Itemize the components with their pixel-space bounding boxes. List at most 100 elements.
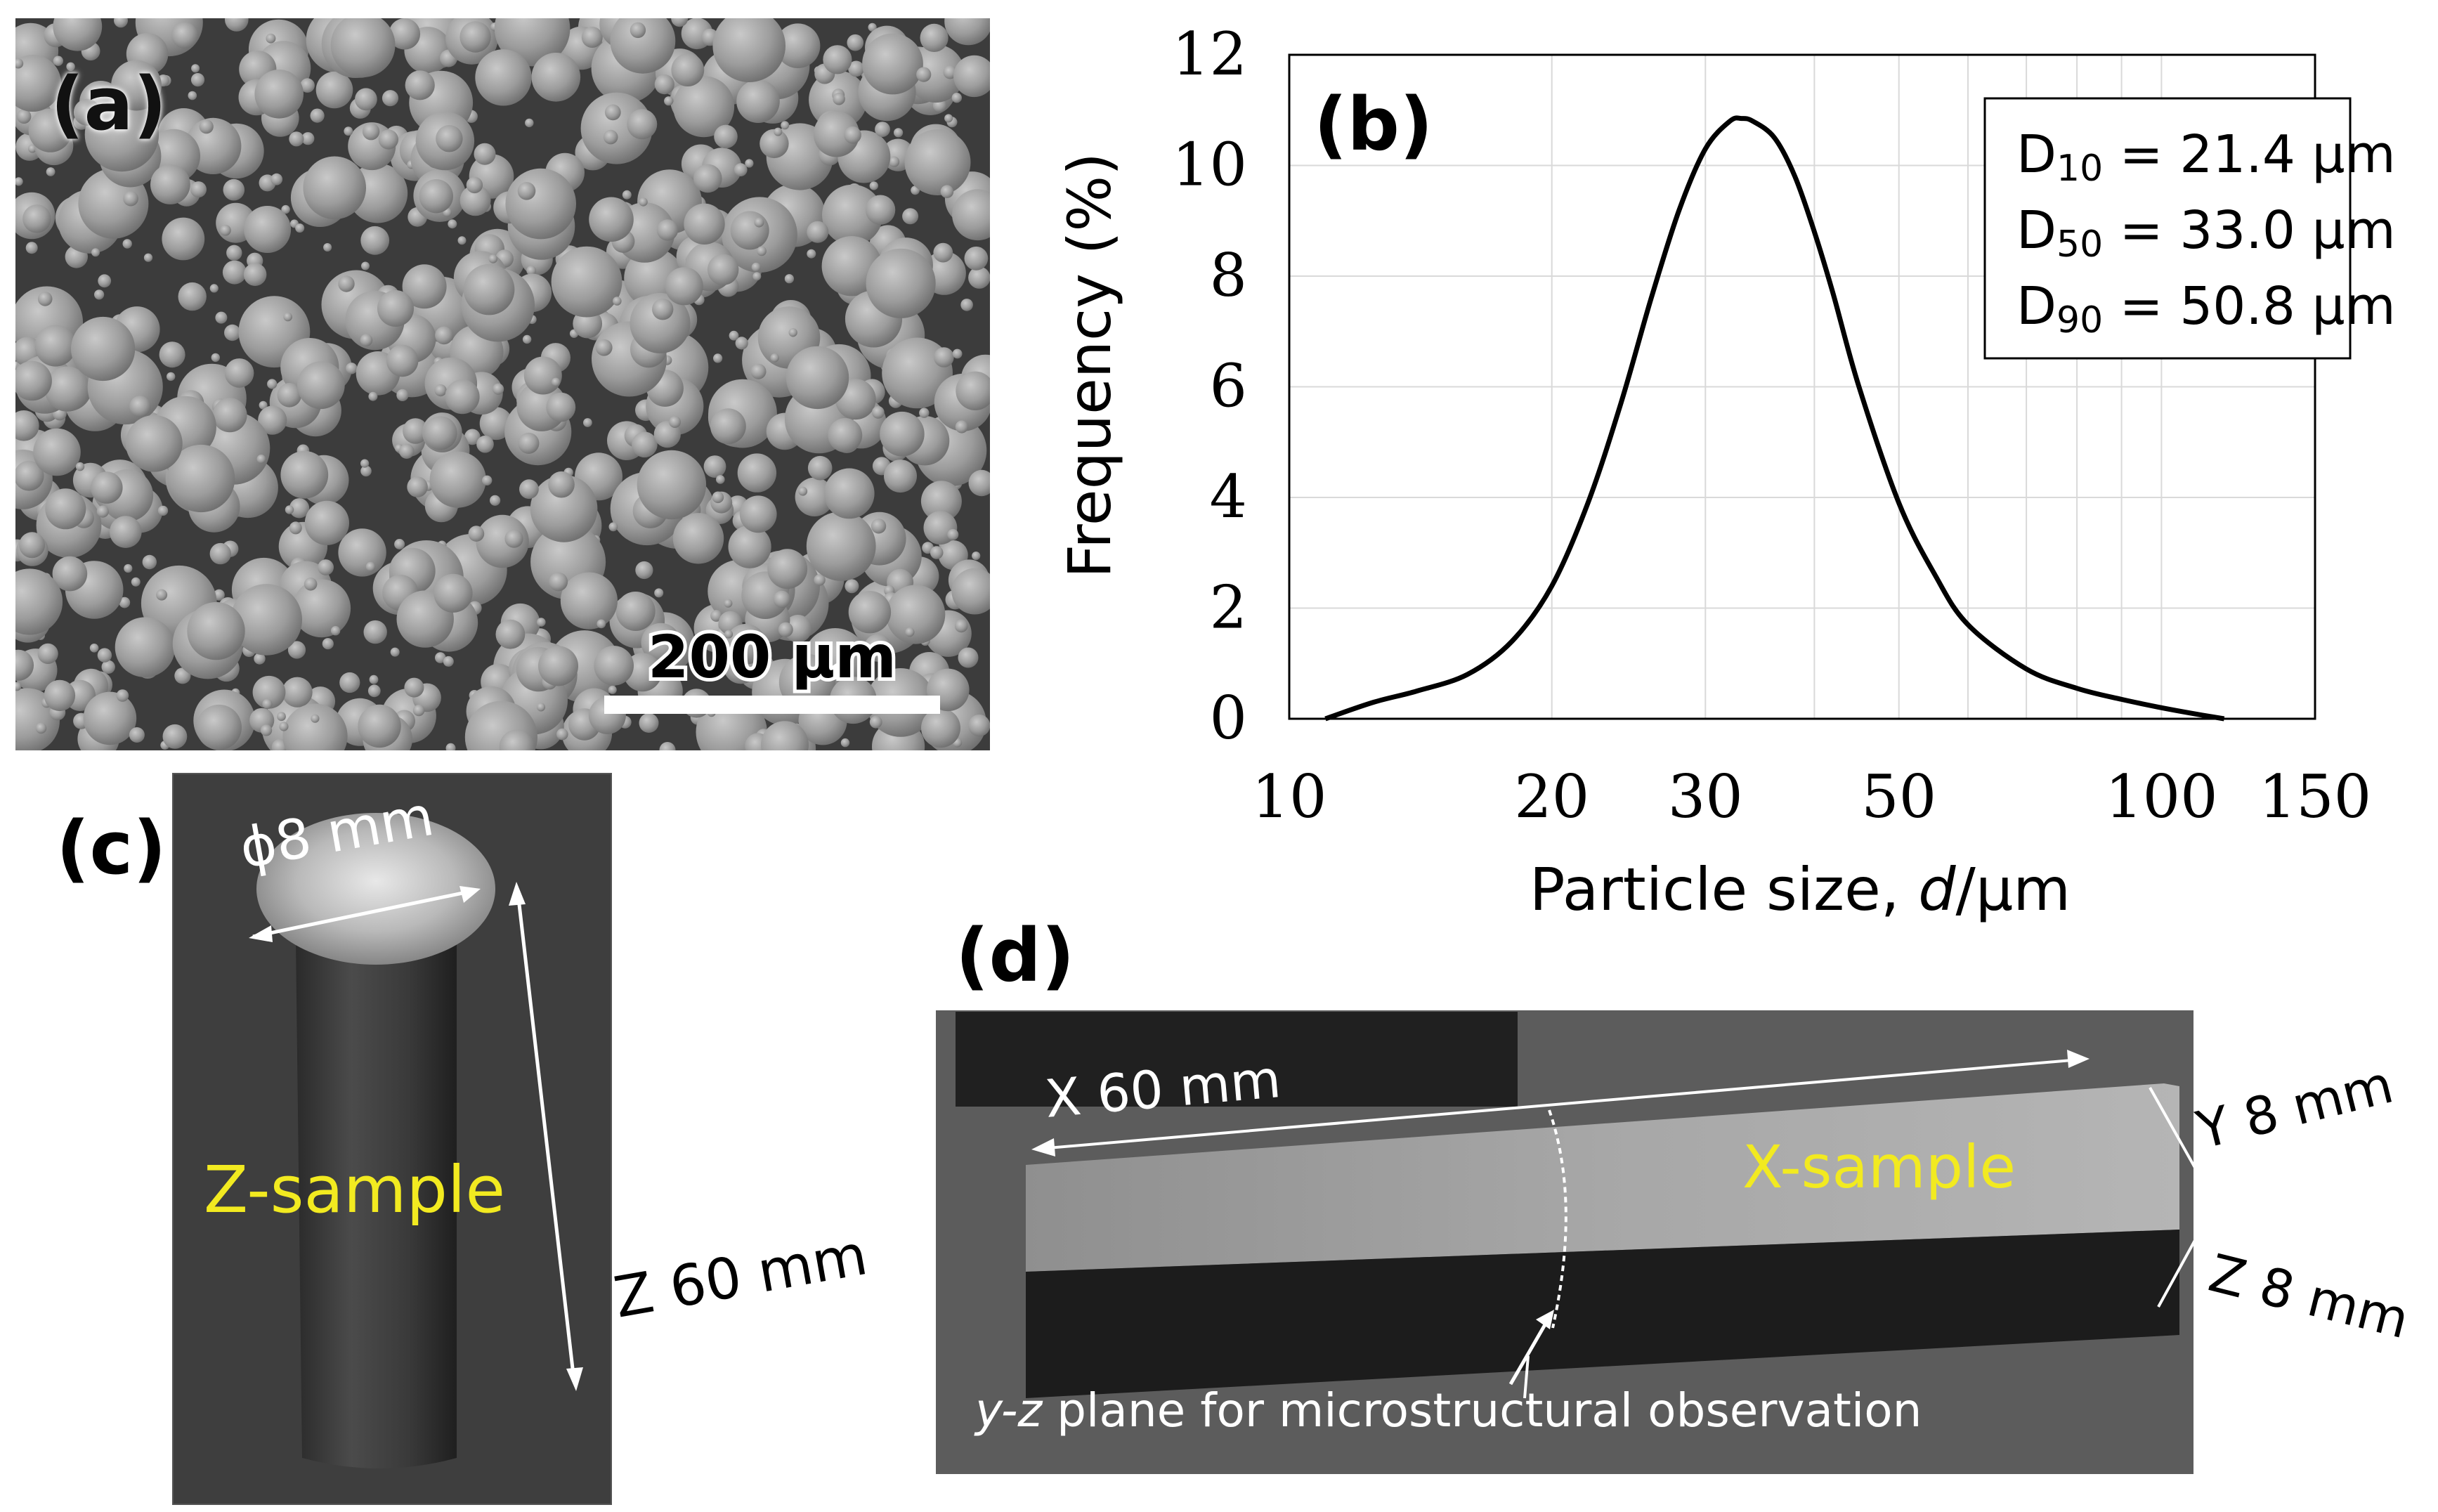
powder-particle [672,513,724,564]
powder-particle [894,128,904,138]
x-axis-label: Particle size, d/µm [1530,855,2071,924]
powder-particle [98,274,112,288]
powder-particle [289,131,304,147]
powder-particle [167,444,235,513]
powder-particle [355,88,377,111]
powder-particle [464,429,481,445]
powder-particle [315,71,353,109]
powder-particle [101,660,115,674]
powder-particle [775,23,821,68]
powder-particle [713,353,723,363]
powder-particle [488,254,498,263]
bar-side-face [1026,1230,2179,1398]
powder-particle [754,217,764,228]
panel-d-letter: (d) [956,913,1075,998]
powder-particle [212,398,247,433]
powder-particle [597,619,606,629]
powder-particle [436,125,463,152]
powder-particle [664,96,674,106]
powder-particle [226,245,242,261]
powder-particle [167,372,176,382]
powder-particle [358,704,401,748]
powder-particle [863,634,892,662]
distribution-curve [1324,115,2225,722]
powder-particle [736,79,780,123]
d-value-label: D90 = 50.8 µm [2016,276,2396,341]
powder-particle [635,561,653,580]
powder-particle [869,181,879,190]
powder-particle [258,405,287,435]
powder-particle [96,505,109,518]
sem-powder-image: 200 µm [0,0,1010,775]
powder-particle [97,648,112,663]
powder-particle [260,724,273,736]
powder-particle [479,407,513,441]
powder-particle [4,55,62,112]
powder-particle [52,556,88,592]
powder-particle [443,656,454,667]
powder-particle [940,185,954,198]
powder-particle [35,722,47,734]
powder-particle [806,511,876,581]
powder-particle [344,126,353,136]
powder-particle [884,460,917,493]
powder-particle [362,123,380,141]
powder-particle [365,561,376,572]
powder-particle [252,675,286,709]
powder-particle [968,266,991,289]
y-tick-label: 2 [1210,573,1247,642]
powder-particle [339,672,360,693]
powder-particle [19,532,46,559]
powder-particle [259,400,268,410]
cylinder-top-face [256,813,495,965]
y-tick-labels: 0 2 4 6 8 10 12 [1172,20,1247,752]
powder-particle [389,18,421,50]
powder-particle [89,644,99,653]
powder-particle [28,108,72,152]
powder-particle [360,465,372,477]
powder-particle [16,109,32,124]
y-tick-label: 12 [1172,20,1247,89]
x-tick-label: 10 [1252,762,1327,831]
powder-particle [346,363,358,374]
powder-particle [604,104,621,121]
powder-particle [933,242,953,263]
powder-particle [360,226,390,255]
powder-particle [13,58,24,69]
powder-particle [13,460,44,491]
powder-particle [840,738,850,748]
powder-particle [230,584,303,656]
powder-particle [920,23,949,52]
z-sample-label: Z-sample [204,1152,505,1227]
x-length-arrow [1039,1058,2080,1150]
powder-particle [560,572,618,630]
powder-particle [301,132,315,145]
powder-particle [289,521,302,535]
powder-particle [814,574,826,586]
powder-particle [751,262,761,272]
powder-particle [833,92,845,105]
powder-particle [405,70,435,100]
powder-particle [536,703,546,712]
powder-particle [270,173,283,185]
panel-c: ϕ8 mm Z-sample Z 60 mm (c) [0,769,885,1508]
d-values-box [1983,97,2352,360]
powder-particle [953,55,996,98]
powder-particle [538,646,578,686]
powder-particle [25,242,38,254]
z-height-label: Z 8 mm [2203,1243,2415,1350]
powder-particle [482,475,493,485]
scale-bar [604,696,940,714]
powder-particle [191,64,200,73]
x-tick-label: 50 [1861,762,1936,831]
powder-particle [367,684,381,698]
powder-particle [603,129,618,145]
powder-particle [434,573,473,613]
powder-particle [292,579,351,638]
powder-particle [407,476,428,497]
powder-particle [735,337,748,350]
cylinder-body [295,882,457,1468]
powder-particle [684,203,725,245]
powder-particle [378,129,399,150]
powder-particle [84,97,159,172]
